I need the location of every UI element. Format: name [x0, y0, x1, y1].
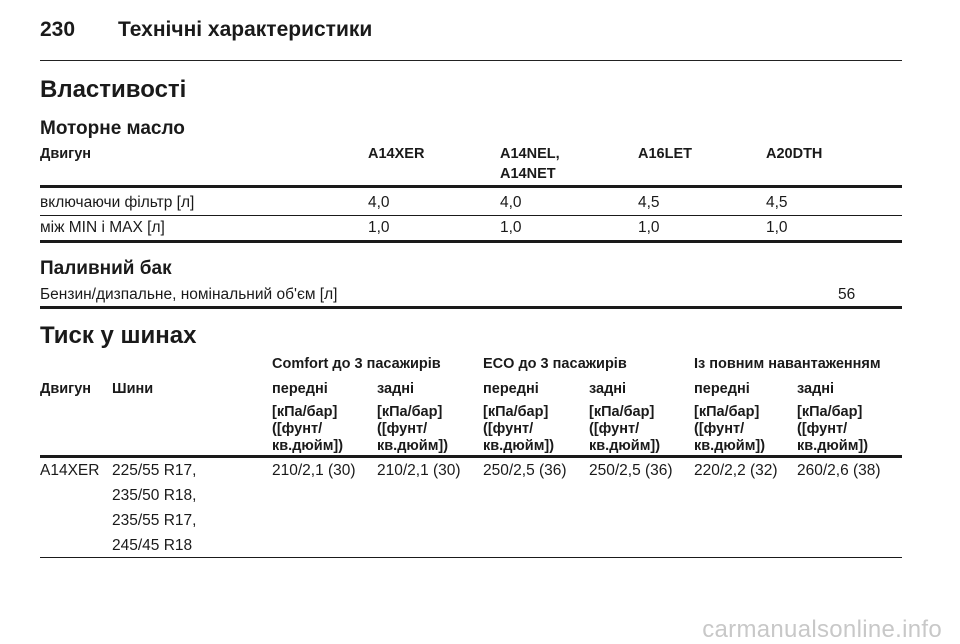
tire-pressure-value: 220/2,2 (32) [694, 462, 778, 479]
engine-oil-cell: 1,0 [500, 219, 522, 236]
tire-size: 235/55 R17, [112, 512, 197, 529]
engine-oil-cell: 1,0 [638, 219, 660, 236]
tire-col-engine: Двигун [40, 381, 92, 397]
engine-oil-col-a14xer: A14XER [368, 146, 425, 162]
engine-oil-row-divider [40, 215, 902, 216]
engine-oil-cell: 4,0 [500, 194, 522, 211]
engine-oil-cell: 4,5 [638, 194, 660, 211]
tire-unit-header: [кПа/бар] ([фунт/кв.дюйм]) [797, 404, 869, 454]
engine-oil-row-label: включаючи фільтр [л] [40, 194, 195, 211]
engine-oil-header-rule [40, 185, 902, 188]
tire-size: 225/55 R17, [112, 462, 197, 479]
fuel-tank-value: 56 [838, 286, 856, 303]
fuel-tank-label: Бензин/дизпальне, номінальний об'єм [л] [40, 286, 338, 303]
tire-pressure-value: 250/2,5 (36) [483, 462, 567, 479]
engine-oil-cell: 4,0 [368, 194, 390, 211]
page-number: 230 [40, 18, 76, 41]
engine-oil-col-a14net: A14NET [500, 166, 556, 182]
fuel-tank-bottom-rule [40, 306, 902, 309]
page-title: Технічні характеристики [118, 18, 373, 41]
tire-col-tires: Шини [112, 381, 154, 397]
fuel-tank-title: Паливний бак [40, 258, 172, 279]
tire-group-full-load: Із повним навантаженням [694, 356, 881, 372]
engine-oil-bottom-rule [40, 240, 902, 243]
tire-size: 235/50 R18, [112, 487, 197, 504]
section-title-properties: Властивості [40, 76, 187, 103]
engine-oil-cell: 1,0 [368, 219, 390, 236]
tire-col-rear: задні [797, 381, 835, 397]
tire-col-front: передні [272, 381, 328, 397]
tire-pressure-title: Тиск у шинах [40, 322, 197, 349]
tire-col-rear: задні [589, 381, 627, 397]
engine-oil-cell: 4,5 [766, 194, 788, 211]
tire-group-comfort: Comfort до 3 пасажирів [272, 356, 441, 372]
tire-pressure-value: 260/2,6 (38) [797, 462, 881, 479]
tire-col-front: передні [694, 381, 750, 397]
tire-header-rule [40, 455, 902, 458]
watermark: carmanualsonline.info [702, 616, 942, 643]
tire-group-eco: ECO до 3 пасажирів [483, 356, 627, 372]
engine-oil-title: Моторне масло [40, 118, 185, 139]
engine-oil-col-a14nel: A14NEL, [500, 146, 560, 162]
tire-pressure-value: 250/2,5 (36) [589, 462, 673, 479]
engine-oil-col-a16let: A16LET [638, 146, 692, 162]
tire-pressure-value: 210/2,1 (30) [272, 462, 356, 479]
tire-unit-header: [кПа/бар] ([фунт/кв.дюйм]) [589, 404, 661, 454]
tire-row-engine: A14XER [40, 462, 100, 479]
tire-pressure-value: 210/2,1 (30) [377, 462, 461, 479]
tire-col-rear: задні [377, 381, 415, 397]
tire-unit-header: [кПа/бар] ([фунт/кв.дюйм]) [694, 404, 766, 454]
header-divider [40, 60, 902, 61]
tire-unit-header: [кПа/бар] ([фунт/кв.дюйм]) [377, 404, 449, 454]
engine-oil-row-label: між MIN і MAX [л] [40, 219, 165, 236]
engine-oil-col-engine: Двигун [40, 146, 92, 162]
tire-col-front: передні [483, 381, 539, 397]
tire-size: 245/45 R18 [112, 537, 193, 554]
engine-oil-cell: 1,0 [766, 219, 788, 236]
tire-unit-header: [кПа/бар] ([фунт/кв.дюйм]) [483, 404, 555, 454]
tire-bottom-rule [40, 557, 902, 558]
tire-unit-header: [кПа/бар] ([фунт/кв.дюйм]) [272, 404, 344, 454]
engine-oil-col-a20dth: A20DTH [766, 146, 823, 162]
